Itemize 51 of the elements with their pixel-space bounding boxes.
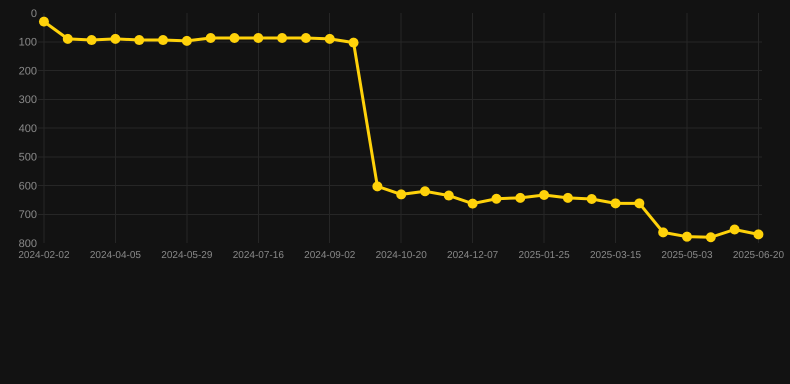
point [110, 34, 120, 44]
x-tick-label: 2024-09-02 [304, 250, 356, 261]
point [753, 229, 764, 240]
point [134, 35, 144, 46]
x-tick-label: 2024-12-07 [447, 250, 499, 261]
point [324, 34, 335, 44]
point [562, 192, 573, 203]
point [634, 198, 644, 208]
point [468, 198, 478, 209]
x-tick-label: 2025-01-25 [518, 250, 570, 261]
x-tick-label: 2025-05-03 [661, 250, 713, 261]
point [491, 194, 502, 204]
point [539, 190, 550, 200]
point [62, 34, 73, 44]
x-tick-label: 2024-02-02 [18, 250, 70, 261]
point [158, 35, 168, 46]
point [86, 35, 97, 46]
point [372, 181, 382, 192]
x-tick-label: 2025-06-20 [732, 250, 784, 261]
point [229, 33, 240, 44]
point [396, 189, 406, 200]
point [38, 16, 49, 27]
point [706, 232, 716, 242]
y-tick-label: 0 [30, 8, 37, 20]
y-tick-label: 700 [18, 209, 37, 222]
x-tick-label: 2024-10-20 [376, 250, 428, 261]
y-tick-label: 600 [18, 180, 37, 192]
x-tick-label: 2024-04-05 [90, 250, 142, 261]
x-tick-label: 2024-07-16 [232, 250, 284, 261]
y-tick-label: 800 [18, 238, 37, 250]
x-tick-label: 2025-03-15 [590, 250, 642, 261]
y-tick-label: 200 [18, 65, 37, 78]
y-tick-label: 300 [18, 94, 37, 106]
point [420, 186, 430, 196]
y-tick-label: 100 [18, 36, 37, 49]
point [730, 224, 740, 234]
point [182, 36, 192, 46]
point [348, 38, 359, 48]
point [277, 33, 288, 44]
point [586, 194, 597, 204]
point [444, 190, 454, 201]
x-tick-label: 2024-05-29 [161, 250, 213, 261]
point [682, 232, 692, 242]
point [253, 33, 264, 44]
point [658, 227, 668, 238]
point [300, 33, 311, 44]
point [610, 198, 621, 208]
y-tick-label: 400 [18, 122, 37, 135]
point [515, 192, 526, 203]
y-tick-label: 500 [18, 152, 37, 164]
point [206, 33, 216, 44]
